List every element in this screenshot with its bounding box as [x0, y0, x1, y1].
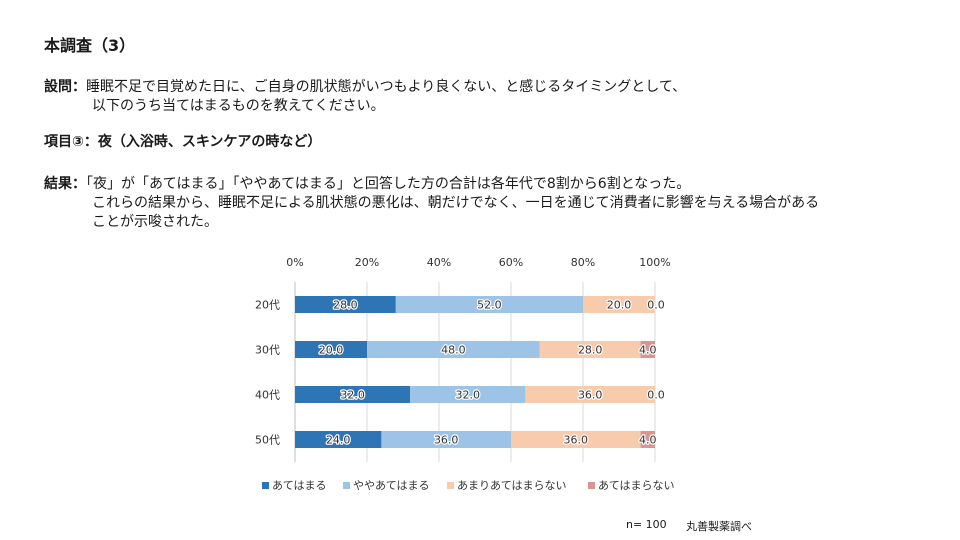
data-label: 0.0: [647, 389, 665, 402]
x-tick-label: 40%: [427, 256, 451, 269]
data-label: 32.0: [340, 389, 365, 402]
question-label: 設問：: [44, 79, 86, 95]
legend-swatch: [588, 482, 595, 489]
result-text-line3: ことが示唆された。: [92, 214, 218, 230]
source-note: 丸善製薬調べ: [686, 520, 752, 533]
bar-segment: [295, 386, 411, 403]
legend-label: ややあてはまる: [353, 479, 430, 492]
item-heading: 項目③：夜（入浴時、スキンケアの時など）: [44, 134, 322, 150]
legend-swatch: [262, 482, 269, 489]
y-category-label: 20代: [255, 299, 280, 312]
x-tick-label: 60%: [499, 256, 523, 269]
legend-label: あてはまる: [272, 479, 327, 492]
data-label: 4.0: [639, 344, 657, 357]
result-row: 結果：「夜」が「あてはまる」「ややあてはまる」と回答した方の合計は各年代で8割か…: [44, 175, 690, 194]
bar-segment: [381, 431, 511, 448]
bar-segment: [511, 431, 641, 448]
result-label: 結果：: [44, 176, 86, 192]
y-category-label: 40代: [255, 389, 280, 402]
result-text-line2: これらの結果から、睡眠不足による肌状態の悪化は、朝だけでなく、一日を通じて消費者…: [92, 195, 820, 211]
x-tick-label: 20%: [355, 256, 379, 269]
x-tick-label: 80%: [571, 256, 595, 269]
bar-segment: [295, 431, 382, 448]
legend-swatch: [447, 482, 454, 489]
legend-label: あまりあてはまらない: [457, 479, 567, 492]
data-label: 36.0: [578, 389, 603, 402]
y-category-label: 30代: [255, 344, 280, 357]
result-text-line1: 「夜」が「あてはまる」「ややあてはまる」と回答した方の合計は各年代で8割から6割…: [86, 176, 691, 192]
data-label: 24.0: [326, 434, 351, 447]
bar-segment: [295, 341, 367, 358]
data-label: 36.0: [564, 434, 589, 447]
page-title: 本調査（3）: [44, 36, 136, 55]
data-label: 48.0: [441, 344, 466, 357]
question-text-line2: 以下のうち当てはまるものを教えてください。: [92, 98, 385, 114]
data-label: 20.0: [607, 299, 632, 312]
y-category-label: 50代: [255, 434, 280, 447]
bar-segment: [525, 386, 655, 403]
data-label: 32.0: [456, 389, 481, 402]
data-label: 4.0: [639, 434, 657, 447]
data-label: 36.0: [434, 434, 459, 447]
data-label: 20.0: [319, 344, 344, 357]
bar-segment: [295, 296, 396, 313]
sample-size: n= 100: [626, 518, 667, 531]
bar-segment: [395, 296, 583, 313]
bar-segment: [410, 386, 526, 403]
bar-segment: [583, 296, 655, 313]
bar-segment: [640, 431, 655, 448]
question-text-line1: 睡眠不足で目覚めた日に、ご自身の肌状態がいつもより良くない、と感じるタイミングと…: [86, 79, 687, 95]
x-tick-label: 100%: [639, 256, 670, 269]
question-row: 設問：睡眠不足で目覚めた日に、ご自身の肌状態がいつもより良くない、と感じるタイミ…: [44, 78, 686, 97]
legend-swatch: [343, 482, 350, 489]
data-label: 28.0: [333, 299, 358, 312]
bar-segment: [367, 341, 540, 358]
data-label: 28.0: [578, 344, 603, 357]
data-label: 0.0: [647, 299, 665, 312]
bar-segment: [640, 341, 655, 358]
legend-label: あてはまらない: [598, 479, 675, 492]
data-label: 52.0: [477, 299, 502, 312]
bar-segment: [539, 341, 641, 358]
x-tick-label: 0%: [286, 256, 303, 269]
